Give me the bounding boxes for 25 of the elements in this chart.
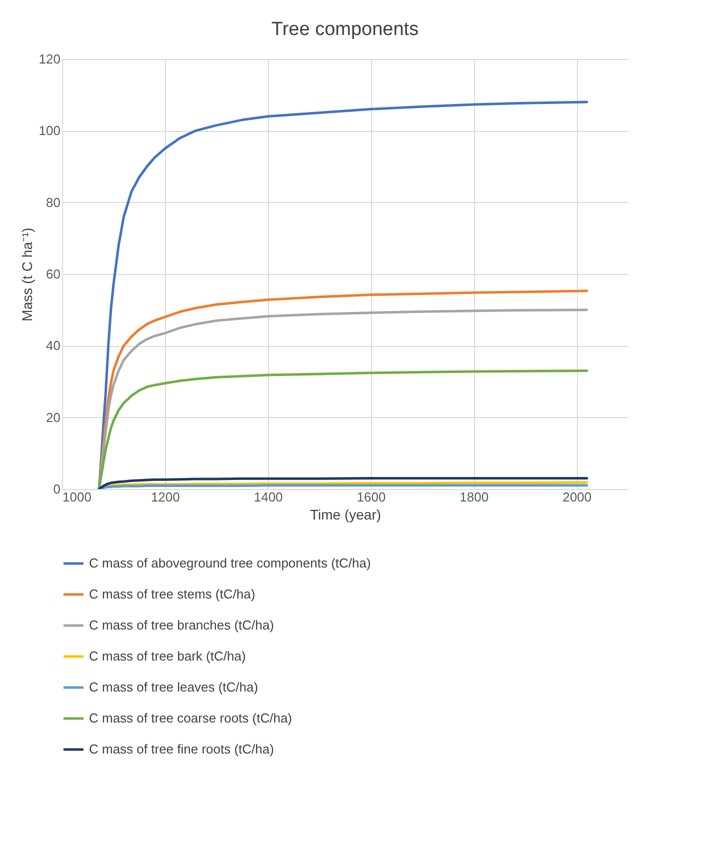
- legend-label: C mass of aboveground tree components (tC/ha): [89, 556, 371, 570]
- legend-label: C mass of tree bark (tC/ha): [89, 648, 246, 664]
- x-tick-label: 1000: [62, 490, 92, 504]
- y-tick-label: 40: [46, 338, 60, 354]
- x-tick-label: 1800: [460, 490, 489, 504]
- y-tick-label: 20: [46, 410, 60, 425]
- legend-label: C mass of tree fine roots (tC/ha): [89, 742, 274, 756]
- line-series: [98, 477, 588, 489]
- line-series: [98, 370, 588, 489]
- x-axis-title: Time (year): [310, 506, 382, 522]
- y-tick-label: 80: [46, 194, 60, 210]
- y-axis-title: Mass (t C ha⁻¹): [18, 228, 35, 322]
- legend-label: C mass of tree stems (tC/ha): [89, 586, 256, 602]
- legend-label: C mass of tree branches (tC/ha): [89, 618, 274, 632]
- y-tick-label: 100: [38, 123, 60, 138]
- x-tick-label: 2000: [562, 490, 592, 504]
- x-tick-label: 1600: [356, 490, 386, 504]
- chart-title: Tree components: [271, 19, 419, 40]
- legend-label: C mass of tree coarse roots (tC/ha): [89, 710, 292, 726]
- x-tick-label: 1200: [150, 490, 180, 504]
- y-tick-label: 60: [46, 266, 60, 282]
- legend-label: C mass of tree leaves (tC/ha): [89, 680, 258, 694]
- y-tick-label: 0: [53, 482, 60, 496]
- y-tick-label: 120: [38, 52, 60, 66]
- x-tick-label: 1400: [254, 490, 283, 504]
